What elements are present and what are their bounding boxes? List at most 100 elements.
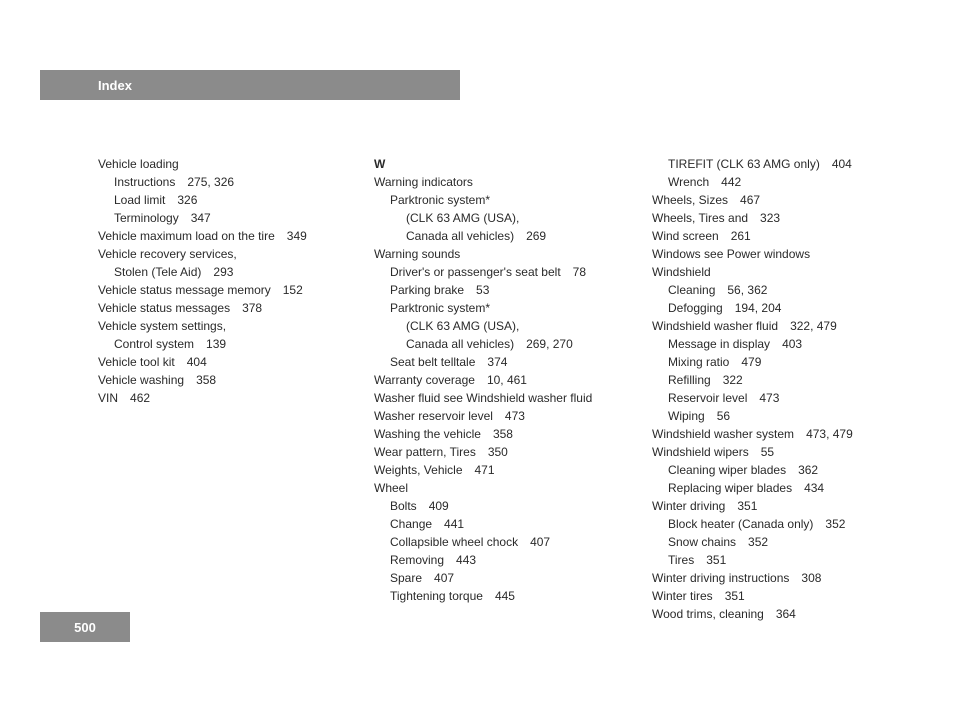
index-term: Stolen (Tele Aid) [114,265,201,279]
index-entry: Parktronic system* [374,299,634,317]
index-page-ref: 10, 461 [487,373,527,387]
index-entry: Driver's or passenger's seat belt78 [374,263,634,281]
index-term: Windshield washer system [652,427,794,441]
index-page-ref: 378 [242,301,262,315]
index-term: Removing [390,553,444,567]
index-page-ref: 326 [177,193,197,207]
index-entry: Winter tires 351 [652,587,910,605]
index-entry: Canada all vehicles)269 [374,227,634,245]
index-page-ref: 349 [287,229,307,243]
index-term: Washer fluid see Windshield washer fluid [374,391,592,405]
index-page-ref: 322 [723,373,743,387]
index-term: Vehicle washing [98,373,184,387]
index-entry: Windshield washer system 473, 479 [652,425,910,443]
index-term: Control system [114,337,194,351]
index-page-ref: 347 [191,211,211,225]
index-entry: Washing the vehicle358 [374,425,634,443]
index-page-ref: 351 [725,589,745,603]
index-page-ref: 351 [706,553,726,567]
index-term: Wheels, Sizes [652,193,728,207]
index-entry: Bolts409 [374,497,634,515]
index-page-ref: 473 [505,409,525,423]
index-page-ref: 441 [444,517,464,531]
index-term: Weights, Vehicle [374,463,463,477]
index-entry: Washer reservoir level473 [374,407,634,425]
index-page-ref: 350 [488,445,508,459]
index-term: Vehicle maximum load on the tire [98,229,275,243]
index-page-ref: 275, 326 [187,175,234,189]
index-entry: Washer fluid see Windshield washer fluid [374,389,634,407]
index-page-ref: 269, 270 [526,337,573,351]
index-entry: Wiping56 [652,407,910,425]
index-columns: Vehicle loadingInstructions275, 326Load … [98,155,910,623]
index-term: Vehicle tool kit [98,355,175,369]
index-entry: VIN462 [98,389,356,407]
index-entry: Load limit 326 [98,191,356,209]
index-entry: Vehicle recovery services, [98,245,356,263]
index-entry: Vehicle status messages378 [98,299,356,317]
index-term: (CLK 63 AMG (USA), [406,319,519,333]
index-entry: Terminology347 [98,209,356,227]
index-entry: Warning sounds [374,245,634,263]
index-entry: Replacing wiper blades434 [652,479,910,497]
index-term: Tightening torque [390,589,483,603]
index-term: Parking brake [390,283,464,297]
index-page-ref: 358 [493,427,513,441]
index-page-ref: 445 [495,589,515,603]
index-page-ref: 473, 479 [806,427,853,441]
index-term: Load limit [114,193,165,207]
index-term: Defogging [668,301,723,315]
index-entry: Wind screen261 [652,227,910,245]
index-entry: Reservoir level473 [652,389,910,407]
index-term: Warranty coverage [374,373,475,387]
index-entry: Warranty coverage 10, 461 [374,371,634,389]
index-page-ref: 322, 479 [790,319,837,333]
header-title: Index [98,78,132,93]
index-term: Driver's or passenger's seat belt [390,265,561,279]
index-term: Refilling [668,373,711,387]
index-term: Block heater (Canada only) [668,517,813,531]
index-entry: Vehicle washing358 [98,371,356,389]
index-term: Collapsible wheel chock [390,535,518,549]
index-entry: Refilling 322 [652,371,910,389]
index-letter: W [374,155,634,173]
index-entry: Collapsible wheel chock 407 [374,533,634,551]
index-term: Mixing ratio [668,355,729,369]
index-entry: Removing 443 [374,551,634,569]
index-entry: Wheel [374,479,634,497]
index-term: TIREFIT (CLK 63 AMG only) [668,157,820,171]
index-page-ref: 404 [187,355,207,369]
index-page-ref: 56, 362 [727,283,767,297]
index-term: Winter tires [652,589,713,603]
index-term: Replacing wiper blades [668,481,792,495]
index-entry: Tightening torque 445 [374,587,634,605]
index-page-ref: 407 [434,571,454,585]
index-entry: (CLK 63 AMG (USA), [374,209,634,227]
index-term: Wrench [668,175,709,189]
index-page-ref: 404 [832,157,852,171]
index-column-1: Vehicle loadingInstructions275, 326Load … [98,155,356,623]
index-page-ref: 403 [782,337,802,351]
index-term: Bolts [390,499,417,513]
index-term: Change [390,517,432,531]
index-page-ref: 443 [456,553,476,567]
index-term: Parktronic system* [390,301,490,315]
index-term: Wheel [374,481,408,495]
index-entry: Wood trims, cleaning364 [652,605,910,623]
index-entry: Cleaning56, 362 [652,281,910,299]
index-entry: (CLK 63 AMG (USA), [374,317,634,335]
index-page-ref: 462 [130,391,150,405]
index-page-ref: 352 [825,517,845,531]
index-page-ref: 351 [737,499,757,513]
index-entry: Parking brake53 [374,281,634,299]
index-entry: Mixing ratio479 [652,353,910,371]
index-entry: Winter driving351 [652,497,910,515]
index-entry: Wrench442 [652,173,910,191]
index-entry: Instructions275, 326 [98,173,356,191]
index-term: Vehicle system settings, [98,319,226,333]
index-term: Vehicle recovery services, [98,247,237,261]
index-page-ref: 407 [530,535,550,549]
index-page-ref: 194, 204 [735,301,782,315]
index-page-ref: 139 [206,337,226,351]
index-entry: Winter driving instructions308 [652,569,910,587]
